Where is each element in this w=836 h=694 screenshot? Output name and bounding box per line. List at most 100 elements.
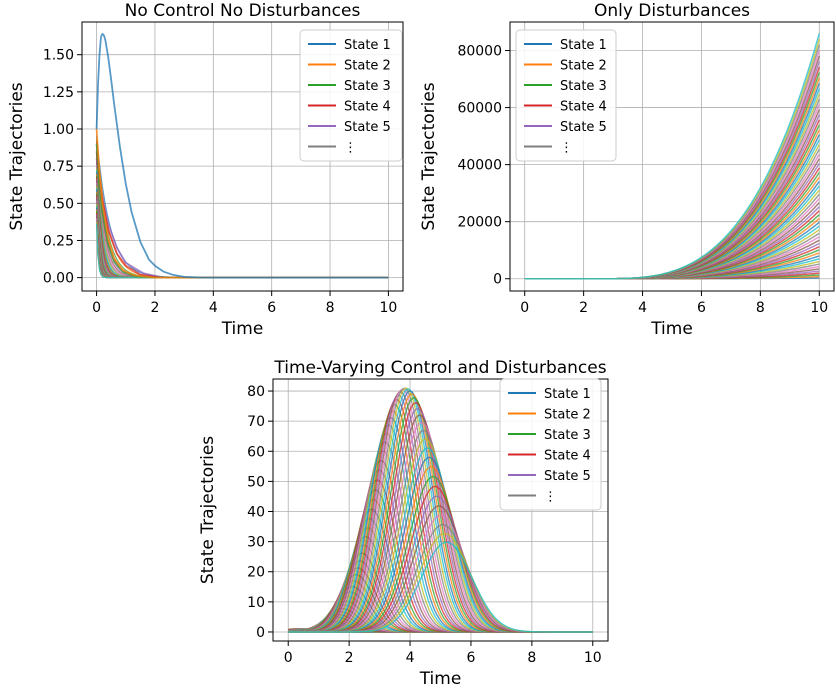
legend-label: State 2 (544, 408, 591, 423)
trajectory-line (96, 143, 389, 279)
trajectory-line (96, 159, 389, 279)
x-tick-label: 6 (466, 650, 475, 666)
axes-frame (81, 21, 404, 292)
trajectory-line (96, 161, 389, 279)
legend-label: State 5 (544, 469, 591, 484)
legend: State 1 State 2 State 3 State 4 State 5 ⋮ (515, 29, 617, 162)
x-tick-label: 10 (584, 650, 602, 666)
legend-label: State 4 (344, 100, 391, 115)
trajectory-line (96, 220, 389, 279)
trajectory-line (96, 191, 389, 279)
legend-label: State 1 (344, 38, 391, 53)
trajectory-line (96, 141, 389, 279)
trajectory-line (96, 221, 389, 279)
trajectory-line (288, 541, 593, 633)
x-tick-label: 10 (810, 300, 828, 316)
trajectory-line (96, 147, 389, 279)
y-tick-label: 40000 (457, 158, 502, 174)
trajectory-line (96, 168, 389, 279)
trajectory-line (96, 170, 389, 279)
trajectory-line (96, 193, 389, 279)
y-tick-label: 40 (247, 505, 265, 521)
y-tick-label: 1.25 (43, 85, 74, 101)
trajectory-line (96, 184, 389, 279)
legend-label: State 3 (344, 79, 391, 94)
x-axis-label: Time (221, 319, 264, 339)
y-axis-label: State Trajectories (198, 436, 218, 584)
legend-label: State 4 (544, 449, 591, 464)
x-tick-label: 4 (638, 300, 647, 316)
trajectory-line (96, 172, 389, 279)
trajectory-line (96, 145, 389, 279)
trajectory-line (96, 154, 389, 279)
axes-frame (272, 378, 609, 642)
trajectory-line (96, 164, 389, 279)
series-group (95, 33, 389, 279)
trajectory-line (96, 216, 389, 279)
trajectory-line (96, 177, 389, 279)
y-tick-label: 0 (256, 625, 265, 641)
y-tick-label: 20000 (457, 215, 502, 231)
y-tick-label: 70 (247, 414, 265, 430)
trajectory-line (96, 197, 389, 279)
legend-box (299, 29, 403, 162)
trajectory-line (96, 179, 389, 279)
legend: State 1 State 2 State 3 State 4 State 5 ⋮ (499, 378, 602, 511)
y-tick-label: 60000 (457, 101, 502, 117)
x-tick-label: 6 (697, 300, 706, 316)
legend-label: State 5 (560, 120, 607, 135)
y-tick-label: 0.50 (43, 196, 74, 212)
trajectory-line (96, 218, 389, 279)
y-tick-label: 30 (247, 535, 265, 551)
legend-label: State 4 (560, 100, 607, 115)
trajectory-line (96, 150, 389, 279)
trajectory-line (96, 182, 389, 279)
trajectory-line (96, 152, 389, 279)
y-tick-label: 0.00 (43, 271, 74, 287)
trajectory-line (96, 166, 389, 279)
legend-label: ⋮ (560, 141, 573, 156)
y-tick-label: 20 (247, 565, 265, 581)
legend-label: State 1 (544, 387, 591, 402)
legend-label: ⋮ (344, 141, 357, 156)
trajectory-line (524, 33, 821, 280)
trajectory-line (96, 223, 389, 279)
x-tick-label: 6 (267, 300, 276, 316)
chart-panel-2: 0 2 4 6 8 10 0 20000 40000 60000 80000 Only Disturb… (419, 1, 835, 339)
legend-label: State 2 (344, 59, 391, 74)
legend-label: State 5 (344, 120, 391, 135)
y-tick-label: 10 (247, 595, 265, 611)
y-tick-label: 80 (247, 384, 265, 400)
trajectory-line (96, 198, 389, 279)
trajectory-line (96, 188, 389, 279)
series-line-5 (95, 158, 389, 279)
x-tick-label: 0 (92, 300, 101, 316)
trajectory-line (96, 214, 389, 279)
x-axis-label: Time (419, 669, 462, 689)
series-line-3 (95, 143, 389, 279)
y-tick-label: 50 (247, 474, 265, 490)
trajectory-line (96, 186, 389, 279)
trajectory-line (96, 175, 389, 279)
x-axis-label: Time (650, 319, 693, 339)
x-tick-label: 0 (284, 650, 293, 666)
trajectory-line (96, 163, 389, 279)
legend-label: State 2 (560, 59, 607, 74)
axes-frame (509, 21, 835, 292)
trajectory-line (96, 195, 389, 279)
y-axis-label: State Trajectories (7, 82, 27, 230)
y-tick-label: 0 (493, 272, 502, 288)
y-tick-label: 60 (247, 444, 265, 460)
trajectory-line (96, 211, 389, 279)
y-axis-label: State Trajectories (419, 82, 439, 230)
y-tick-label: 1.50 (43, 48, 74, 64)
legend-label: ⋮ (544, 490, 557, 505)
chart-title: Only Disturbances (594, 1, 750, 21)
x-tick-label: 8 (527, 650, 536, 666)
chart-title: Time-Varying Control and Disturbances (273, 358, 606, 378)
series-line-4 (95, 151, 389, 279)
x-tick-label: 2 (345, 650, 354, 666)
legend-box (515, 29, 617, 162)
